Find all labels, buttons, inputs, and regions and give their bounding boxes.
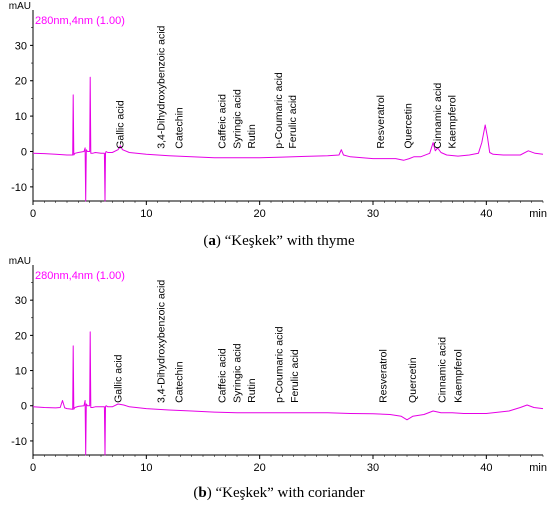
peak-label: Syringic acid bbox=[231, 89, 243, 149]
panel-b-caption-text: “Keşkek” with coriander bbox=[215, 485, 364, 501]
peak-label: 3,4-Dihydroxybenzoic acid bbox=[156, 280, 168, 403]
x-tick-label: 20 bbox=[254, 208, 266, 220]
panel-a: -10 0 10 20 30 0 10 20 30 40 mAU min 280nm,4nm (1.00… bbox=[9, 1, 547, 220]
y-tick-label: 10 bbox=[15, 111, 27, 123]
peak-label: p-Coumaric acid bbox=[273, 326, 285, 403]
y-tick-label: 30 bbox=[15, 295, 27, 307]
peak-label: Cinnamic acid bbox=[437, 337, 449, 403]
peak-label: Resveratrol bbox=[378, 349, 390, 403]
peak-label: Rutin bbox=[246, 378, 258, 403]
peak-label: Ferulic acid bbox=[287, 95, 299, 149]
peak-label: Catechin bbox=[174, 361, 186, 403]
peak-label: 3,4-Dihydroxybenzoic acid bbox=[155, 25, 167, 148]
y-tick-label: 10 bbox=[15, 366, 27, 378]
y-axis-label: mAU bbox=[9, 256, 31, 267]
peak-label: Quercetin bbox=[402, 103, 414, 149]
chromatogram-trace bbox=[32, 76, 544, 202]
panel-a-caption-letter: a bbox=[208, 233, 216, 249]
x-tick-label: 0 bbox=[30, 462, 36, 474]
panel-a-caption: (a) “Keşkek” with thyme bbox=[203, 233, 355, 249]
x-tick-label: 30 bbox=[367, 208, 379, 220]
y-tick-label: -10 bbox=[11, 436, 27, 448]
y-tick-label: 0 bbox=[21, 401, 27, 413]
y-tick-label: -10 bbox=[11, 182, 27, 194]
chromatogram-trace bbox=[32, 331, 544, 456]
y-axis-label: mAU bbox=[9, 1, 31, 12]
panel-b-caption: (b) “Keşkek” with coriander bbox=[193, 485, 364, 501]
panel-b-caption-letter: b bbox=[198, 485, 206, 501]
peak-label: Catechin bbox=[174, 107, 186, 149]
peak-label: Kaempferol bbox=[452, 349, 464, 403]
peak-label: Ferulic acid bbox=[289, 349, 301, 403]
x-axis-unit-label: min bbox=[529, 462, 547, 474]
peak-label: Syringic acid bbox=[231, 343, 243, 403]
panel-b: -10 0 10 20 30 0 10 20 30 40 mAU min 280nm,4nm (1.00… bbox=[9, 256, 547, 474]
panel-a-caption-text: “Keşkek” with thyme bbox=[225, 233, 355, 249]
peak-label: Caffeic acid bbox=[217, 348, 229, 403]
x-axis-unit-label: min bbox=[529, 208, 547, 220]
peak-label: Caffeic acid bbox=[217, 94, 229, 149]
peak-label: Gallic acid bbox=[112, 354, 124, 403]
peak-label: Resveratrol bbox=[375, 95, 387, 149]
x-tick-label: 40 bbox=[480, 462, 492, 474]
x-tick-label: 10 bbox=[140, 462, 152, 474]
y-tick-label: 30 bbox=[15, 40, 27, 52]
y-tick-label: 20 bbox=[15, 330, 27, 342]
x-tick-label: 40 bbox=[480, 208, 492, 220]
peak-label: Kaempferol bbox=[447, 95, 459, 149]
y-tick-label: 0 bbox=[21, 146, 27, 158]
detector-method-label: 280nm,4nm (1.00) bbox=[35, 15, 125, 27]
peak-label: p-Coumaric acid bbox=[273, 72, 285, 149]
peak-label: Gallic acid bbox=[115, 100, 127, 149]
detector-method-label: 280nm,4nm (1.00) bbox=[35, 270, 125, 282]
x-tick-label: 20 bbox=[254, 462, 266, 474]
peak-label: Rutin bbox=[246, 124, 258, 149]
y-tick-label: 20 bbox=[15, 76, 27, 88]
x-tick-label: 10 bbox=[140, 208, 152, 220]
peak-label: Cinnamic acid bbox=[432, 83, 444, 149]
x-tick-label: 0 bbox=[30, 208, 36, 220]
x-tick-label: 30 bbox=[367, 462, 379, 474]
peak-label: Quercetin bbox=[407, 357, 419, 403]
